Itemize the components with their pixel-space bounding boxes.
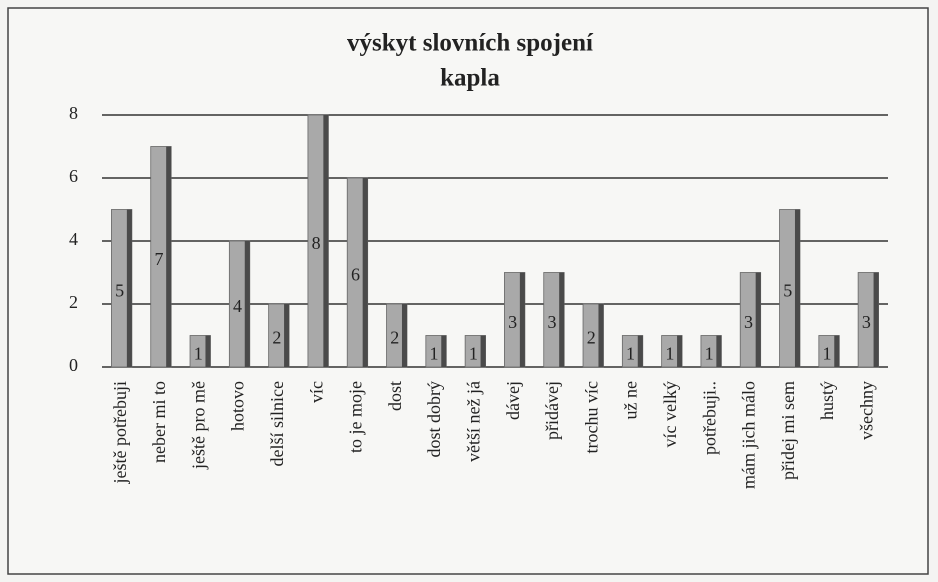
x-tick-label: všechny <box>856 381 876 440</box>
x-tick-label: dávej <box>503 381 523 420</box>
bar-side <box>559 272 565 367</box>
x-tick-label: víc <box>306 381 326 403</box>
bar-side <box>205 335 211 367</box>
value-label: 2 <box>587 328 596 348</box>
x-tick-label: neber mi to <box>149 381 169 463</box>
bar-side <box>637 335 643 367</box>
x-tick-label: ještě pro mě <box>188 381 208 470</box>
bar-side <box>480 335 486 367</box>
x-tick-label: už ne <box>621 381 641 419</box>
bar-side <box>401 304 407 367</box>
x-tick-label: trochu víc <box>581 381 601 453</box>
x-tick-label: víc velký <box>660 381 680 447</box>
x-tick-label: potřebuji.. <box>699 381 719 455</box>
bar-side <box>244 241 250 367</box>
bar-side <box>834 335 840 367</box>
bar-side <box>519 272 525 367</box>
bar-side <box>755 272 761 367</box>
x-tick-label: přidej mi sem <box>778 381 798 480</box>
value-label: 4 <box>233 296 242 316</box>
value-label: 1 <box>430 343 439 363</box>
bar-side <box>794 209 800 367</box>
bar-side <box>166 146 172 367</box>
value-label: 3 <box>547 312 556 332</box>
value-label: 1 <box>194 343 203 363</box>
y-tick-label: 4 <box>69 229 78 249</box>
x-tick-label: přidávej <box>542 381 562 440</box>
value-label: 6 <box>351 265 360 285</box>
value-label: 3 <box>508 312 517 332</box>
y-tick-label: 2 <box>69 292 78 312</box>
bar-side <box>873 272 879 367</box>
bar-side <box>323 115 329 367</box>
value-label: 5 <box>115 280 124 300</box>
value-label: 5 <box>783 280 792 300</box>
chart-subtitle: kapla <box>440 65 500 92</box>
bar-side <box>716 335 722 367</box>
bar-side <box>362 178 368 367</box>
value-label: 7 <box>154 249 163 269</box>
value-label: 1 <box>705 343 714 363</box>
x-tick-label: dost dobrý <box>424 381 444 458</box>
bar-side <box>598 304 604 367</box>
x-tick-label: ještě potřebuji <box>110 381 130 484</box>
y-tick-label: 0 <box>69 355 78 375</box>
x-tick-label: dost <box>385 381 405 411</box>
bar-side <box>677 335 683 367</box>
value-label: 1 <box>626 343 635 363</box>
x-tick-label: delší silnice <box>267 381 287 466</box>
x-tick-label: to je moje <box>346 381 366 453</box>
y-tick-label: 6 <box>69 166 78 186</box>
x-tick-label: hotovo <box>228 381 248 431</box>
value-label: 1 <box>469 343 478 363</box>
bar-side <box>126 209 132 367</box>
bar-side <box>441 335 447 367</box>
value-label: 1 <box>665 343 674 363</box>
value-label: 2 <box>272 328 281 348</box>
x-tick-label: větší než já <box>463 381 483 462</box>
value-label: 2 <box>390 328 399 348</box>
value-label: 3 <box>862 312 871 332</box>
value-label: 3 <box>744 312 753 332</box>
y-tick-label: 8 <box>69 103 78 123</box>
x-tick-label: mám jich málo <box>739 381 759 489</box>
value-label: 8 <box>312 233 321 253</box>
x-tick-label: hustý <box>817 381 837 420</box>
bar <box>386 303 408 368</box>
value-label: 1 <box>823 343 832 363</box>
bar-side <box>284 304 290 367</box>
chart-title: výskyt slovních spojení <box>347 30 594 57</box>
